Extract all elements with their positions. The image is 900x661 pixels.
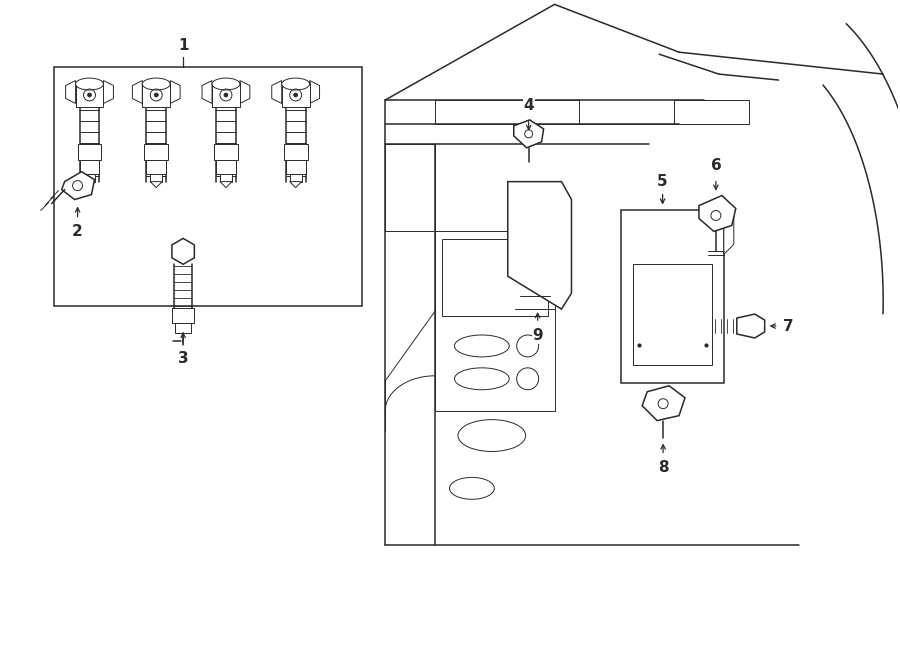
Ellipse shape xyxy=(142,78,170,90)
Ellipse shape xyxy=(76,78,104,90)
Text: 9: 9 xyxy=(532,329,543,344)
Text: 4: 4 xyxy=(524,98,534,114)
Polygon shape xyxy=(147,160,166,174)
Ellipse shape xyxy=(282,78,310,90)
Polygon shape xyxy=(643,386,685,420)
Polygon shape xyxy=(176,323,191,333)
Polygon shape xyxy=(142,82,170,107)
Polygon shape xyxy=(621,210,724,383)
Polygon shape xyxy=(285,160,306,174)
Polygon shape xyxy=(240,81,250,104)
Polygon shape xyxy=(212,82,240,107)
Polygon shape xyxy=(290,174,302,182)
Text: 6: 6 xyxy=(710,158,721,173)
Text: 1: 1 xyxy=(178,38,188,53)
Polygon shape xyxy=(508,182,572,309)
Polygon shape xyxy=(61,172,94,200)
Polygon shape xyxy=(104,81,113,104)
Polygon shape xyxy=(76,82,104,107)
Text: 2: 2 xyxy=(72,224,83,239)
Polygon shape xyxy=(84,182,95,188)
Ellipse shape xyxy=(293,93,298,97)
Polygon shape xyxy=(272,81,282,104)
Polygon shape xyxy=(170,81,180,104)
Ellipse shape xyxy=(224,93,228,97)
Polygon shape xyxy=(284,144,308,160)
Polygon shape xyxy=(66,81,76,104)
Text: 3: 3 xyxy=(178,352,188,366)
Text: 7: 7 xyxy=(783,319,794,334)
Polygon shape xyxy=(220,182,232,188)
Polygon shape xyxy=(144,144,168,160)
Ellipse shape xyxy=(87,93,92,97)
Text: 8: 8 xyxy=(658,460,669,475)
Polygon shape xyxy=(150,174,162,182)
Polygon shape xyxy=(150,182,162,188)
Polygon shape xyxy=(220,174,232,182)
Ellipse shape xyxy=(154,93,158,97)
Polygon shape xyxy=(310,81,320,104)
Polygon shape xyxy=(699,196,736,231)
Polygon shape xyxy=(282,82,310,107)
Polygon shape xyxy=(132,81,142,104)
Polygon shape xyxy=(724,214,733,254)
Polygon shape xyxy=(737,314,765,338)
Polygon shape xyxy=(214,144,238,160)
Polygon shape xyxy=(77,144,102,160)
Polygon shape xyxy=(216,160,236,174)
Polygon shape xyxy=(172,308,194,323)
Polygon shape xyxy=(79,160,100,174)
Polygon shape xyxy=(202,81,212,104)
Polygon shape xyxy=(514,120,544,148)
Polygon shape xyxy=(54,67,363,306)
Ellipse shape xyxy=(212,78,240,90)
Polygon shape xyxy=(84,174,95,182)
Text: 5: 5 xyxy=(657,174,668,189)
Polygon shape xyxy=(290,182,302,188)
Polygon shape xyxy=(172,239,194,264)
